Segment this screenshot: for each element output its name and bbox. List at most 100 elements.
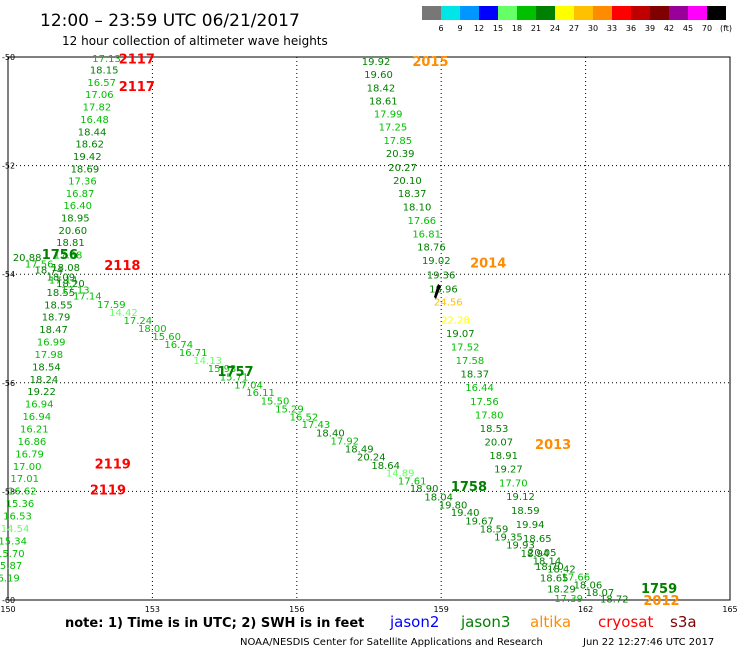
legend-swatch xyxy=(688,6,707,20)
wave-height-value: 15.29 xyxy=(275,404,304,415)
wave-height-value: 18.61 xyxy=(369,97,398,108)
track-altika: 19.92 19.60 18.42 18.61 17.99 17.25 17.85 20.39… xyxy=(362,55,680,609)
lat-tick-label: -56 xyxy=(2,379,15,388)
wave-height-value: 18.55 xyxy=(47,288,76,299)
legend-swatch xyxy=(574,6,593,20)
lat-tick-label: -60 xyxy=(2,596,15,605)
wave-height-value: 18.53 xyxy=(480,424,509,435)
wave-height-value: 18.44 xyxy=(78,127,107,138)
wave-height-value: 18.42 xyxy=(367,83,396,94)
wave-height-value: 17.04 xyxy=(234,381,263,392)
wave-height-value: 17.13 xyxy=(61,285,90,296)
wave-height-value: 17.56 xyxy=(25,259,54,270)
wave-height-value: 19.22 xyxy=(27,387,56,398)
pass-time-label: 2118 xyxy=(104,259,140,274)
wave-height-value: 18.59 xyxy=(511,506,540,517)
wave-height-value: 15.93 xyxy=(208,364,237,375)
wave-height-value: 15.87 xyxy=(0,561,22,572)
wave-height-value: 18.37 xyxy=(398,189,427,200)
wave-height-value: 16.40 xyxy=(63,201,92,212)
wave-height-value: 17.82 xyxy=(83,102,112,113)
wave-height-value: 18.65 xyxy=(523,534,552,545)
wave-height-value: 16.62 xyxy=(8,486,37,497)
wave-height-value: 16.87 xyxy=(66,189,95,200)
wave-height-value: 17.98 xyxy=(34,350,63,361)
wave-height-value: 19.93 xyxy=(506,541,535,552)
wave-height-value: 19.80 xyxy=(439,501,468,512)
color-scale-legend: 6 9 12 15 18 21 24 27 30 33 36 39 42 45 70 (ft) xyxy=(422,6,732,33)
wave-height-value: 14.13 xyxy=(193,356,222,367)
legend-swatch xyxy=(441,6,460,20)
wave-height-value: 17.14 xyxy=(73,291,102,302)
pass-time-label: 1758 xyxy=(451,480,487,495)
wave-height-value: 18.54 xyxy=(32,363,61,374)
wave-height-value: 19.35 xyxy=(494,533,523,544)
wave-height-value: 18.10 xyxy=(403,202,432,213)
wave-height-value: 17.61 xyxy=(398,477,427,488)
wave-height-value: 18.47 xyxy=(39,325,68,336)
wave-height-value: 19.42 xyxy=(73,152,102,163)
lat-tick-label: -50 xyxy=(2,53,15,62)
wave-height-value: 18.40 xyxy=(316,428,345,439)
wave-height-value: 18.20 xyxy=(56,279,85,290)
satellite-name-cryosat: cryosat xyxy=(598,613,653,631)
legend-tick-label: 42 xyxy=(664,24,674,33)
wave-height-value: 16.48 xyxy=(80,115,109,126)
wave-height-value: 19.07 xyxy=(446,329,475,340)
wave-height-value: 18.08 xyxy=(51,263,80,274)
wave-height-value: 20.07 xyxy=(485,438,514,449)
wave-height-value: 18.94 xyxy=(521,549,550,560)
wave-height-value: 17.24 xyxy=(124,316,153,327)
lon-tick-label: 162 xyxy=(578,605,593,614)
wave-height-value: 16.53 xyxy=(3,511,32,522)
legend-tick-label: 21 xyxy=(531,24,541,33)
wave-height-value: 16.57 xyxy=(87,78,116,89)
wave-height-value: 18.00 xyxy=(138,324,167,335)
wave-height-value: 17.56 xyxy=(470,397,499,408)
wave-height-value: 17.25 xyxy=(379,123,408,134)
legend-swatch xyxy=(536,6,555,20)
wave-height-value: 16.44 xyxy=(465,383,494,394)
track-jason3: 20.8817.5618.7418.0918.2017.1317.1417.59… xyxy=(13,248,677,605)
wave-height-value: 17.85 xyxy=(383,136,412,147)
wave-height-value: 17.58 xyxy=(456,356,485,367)
wave-height-value: 18.64 xyxy=(371,461,400,472)
wave-height-value: 18.79 xyxy=(42,313,71,324)
wave-height-value: 19.67 xyxy=(465,516,494,527)
satellite-legend: jason2 jason3 altika cryosat s3a xyxy=(389,613,697,631)
wave-height-value: 16.79 xyxy=(15,449,44,460)
wave-height-value: 20.88 xyxy=(13,253,42,264)
lon-tick-label: 156 xyxy=(289,605,304,614)
wave-height-value: 22.28 xyxy=(441,315,470,326)
wave-height-value: 19.12 xyxy=(506,492,535,503)
legend-swatch xyxy=(631,6,650,20)
wave-height-value: 18.74 xyxy=(34,265,63,276)
satellite-name-jason2: jason2 xyxy=(389,613,439,631)
map-frame xyxy=(7,56,731,601)
satellite-tracks: 17.1318.1516.5717.0617.8216.4818.4418.62… xyxy=(0,53,680,609)
legend-tick-label: 33 xyxy=(607,24,617,33)
pass-time-label: 2014 xyxy=(470,256,506,271)
wave-height-value: 15.70 xyxy=(0,549,25,560)
satellite-name-jason3: jason3 xyxy=(460,613,510,631)
legend-swatch xyxy=(669,6,688,20)
wave-height-value: 14.54 xyxy=(1,524,30,535)
legend-swatch xyxy=(707,6,726,20)
legend-tick-label: 18 xyxy=(512,24,522,33)
wave-height-value: 14.89 xyxy=(386,468,415,479)
legend-swatch xyxy=(422,6,441,20)
wave-height-value: 20.24 xyxy=(357,453,386,464)
wave-height-value: 18.62 xyxy=(75,139,104,150)
pass-time-label: 1757 xyxy=(217,365,253,380)
map-title: 12:00 – 23:59 UTC 06/21/2017 xyxy=(40,11,300,31)
wave-height-value: 18.42 xyxy=(547,565,576,576)
wave-height-value: 19.92 xyxy=(362,57,391,68)
legend-swatch xyxy=(479,6,498,20)
wave-height-value: 14.42 xyxy=(109,308,138,319)
legend-swatch xyxy=(498,6,517,20)
wave-height-value: 18.55 xyxy=(44,301,73,312)
wave-height-value: 18.37 xyxy=(460,370,489,381)
wave-height-value: 16.94 xyxy=(25,400,54,411)
wave-height-value: 17.43 xyxy=(302,420,331,431)
wave-height-value: 18.04 xyxy=(424,492,453,503)
